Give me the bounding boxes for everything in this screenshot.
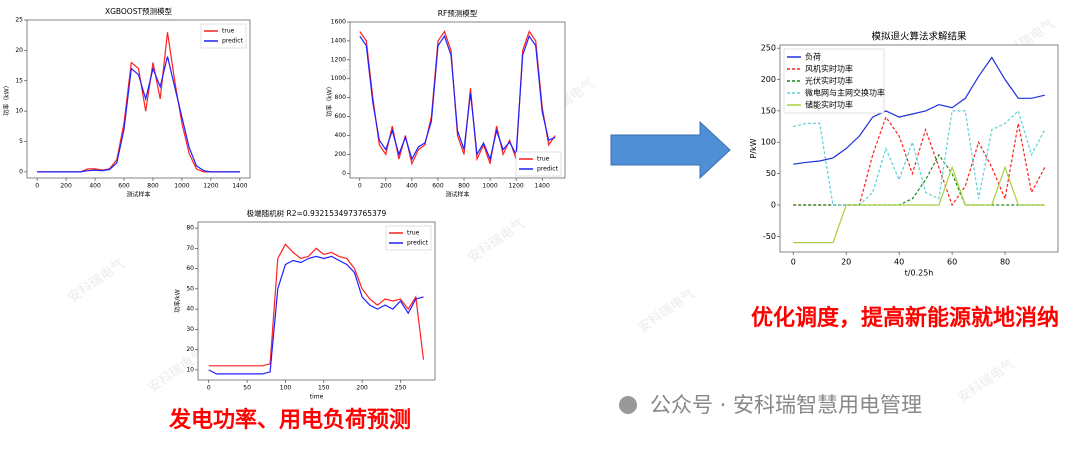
x-tick-label: 1000 bbox=[174, 183, 189, 190]
y-tick-label: -50 bbox=[763, 232, 776, 241]
footer: 公众号 · 安科瑞智慧用电管理 bbox=[650, 393, 922, 417]
legend-label: predict bbox=[222, 38, 244, 45]
legend-label: true bbox=[407, 230, 420, 237]
legend-label: predict bbox=[407, 240, 429, 247]
y-tick-label: 0 bbox=[19, 168, 23, 175]
x-tick-label: 600 bbox=[118, 183, 130, 190]
legend-box bbox=[385, 225, 432, 251]
y-tick-label: 0 bbox=[771, 200, 776, 209]
series-line bbox=[37, 56, 240, 173]
x-tick-label: 50 bbox=[243, 385, 251, 392]
x-tick-label: 400 bbox=[89, 183, 101, 190]
x-tick-label: 20 bbox=[841, 258, 851, 267]
y-tick-label: 5 bbox=[19, 138, 23, 145]
chart-title: XGBOOST预测模型 bbox=[105, 6, 173, 16]
y-tick-label: 100 bbox=[761, 138, 776, 147]
x-tick-label: 0 bbox=[358, 183, 362, 190]
y-tick-label: 70 bbox=[186, 245, 194, 252]
y-tick-label: 50 bbox=[186, 285, 194, 292]
legend-label: true bbox=[222, 28, 235, 35]
caption: 发电功率、用电负荷预测 bbox=[168, 407, 411, 432]
legend-label: 储能实时功率 bbox=[805, 100, 853, 110]
x-axis-label: time bbox=[310, 394, 324, 401]
y-axis-label: 功率（kW） bbox=[3, 82, 11, 115]
legend-label: 光伏实时功率 bbox=[805, 76, 853, 86]
x-tick-label: 200 bbox=[60, 183, 72, 190]
y-axis-label: 功率（kW） bbox=[326, 83, 334, 116]
x-tick-label: 100 bbox=[280, 385, 292, 392]
series-line bbox=[793, 165, 1045, 244]
y-axis-label: 功率/kW bbox=[174, 289, 182, 312]
series-line bbox=[359, 30, 556, 166]
y-tick-label: 40 bbox=[186, 306, 194, 313]
legend-label: 风机实时功率 bbox=[805, 64, 853, 74]
y-tick-label: 600 bbox=[335, 113, 347, 120]
y-tick-label: 10 bbox=[186, 366, 194, 373]
x-tick-label: 800 bbox=[458, 183, 470, 190]
y-tick-label: 60 bbox=[186, 265, 194, 272]
y-tick-label: 80 bbox=[186, 225, 194, 232]
legend-label: true bbox=[537, 156, 550, 163]
y-tick-label: 1000 bbox=[331, 75, 346, 82]
y-tick-label: 30 bbox=[186, 326, 194, 333]
y-tick-label: 800 bbox=[335, 94, 347, 101]
x-axis-label: 测试样本 bbox=[445, 191, 469, 199]
y-tick-label: 1200 bbox=[331, 56, 346, 63]
y-tick-label: 1600 bbox=[331, 19, 346, 26]
x-tick-label: 1400 bbox=[535, 183, 550, 190]
series-line bbox=[359, 34, 556, 162]
legend-box bbox=[515, 151, 562, 177]
legend-box bbox=[200, 23, 247, 49]
x-tick-label: 1200 bbox=[203, 183, 218, 190]
x-tick-label: 400 bbox=[406, 183, 418, 190]
series-line bbox=[208, 243, 425, 367]
x-axis-label: 测试样本 bbox=[126, 191, 150, 199]
y-tick-label: 200 bbox=[761, 75, 776, 84]
arrow bbox=[610, 120, 731, 180]
x-tick-label: 1000 bbox=[482, 183, 497, 190]
x-tick-label: 250 bbox=[395, 385, 407, 392]
y-axis-label: P/kW bbox=[749, 138, 758, 158]
x-tick-label: 0 bbox=[207, 385, 211, 392]
x-tick-label: 80 bbox=[1000, 258, 1010, 267]
y-tick-label: 20 bbox=[186, 346, 194, 353]
chart-title: RF预测模型 bbox=[438, 8, 478, 18]
legend-label: 负荷 bbox=[805, 52, 821, 62]
y-tick-label: 10 bbox=[15, 108, 23, 115]
chart-title: 极端随机树 R2=0.9321534973765379 bbox=[247, 208, 387, 218]
x-tick-label: 0 bbox=[791, 258, 796, 267]
series-line bbox=[793, 56, 1045, 165]
series-line bbox=[793, 109, 1046, 206]
x-tick-label: 200 bbox=[356, 385, 368, 392]
legend-label: predict bbox=[537, 166, 559, 173]
x-tick-label: 60 bbox=[947, 258, 957, 267]
series-line bbox=[208, 255, 424, 375]
legend-box bbox=[783, 48, 885, 114]
y-tick-label: 150 bbox=[761, 106, 776, 115]
y-tick-label: 200 bbox=[335, 151, 347, 158]
y-tick-label: 50 bbox=[766, 169, 776, 178]
x-tick-label: 40 bbox=[894, 258, 904, 267]
x-tick-label: 800 bbox=[147, 183, 159, 190]
x-tick-label: 200 bbox=[380, 183, 392, 190]
y-tick-label: 20 bbox=[15, 47, 23, 54]
x-tick-label: 150 bbox=[318, 385, 330, 392]
y-tick-label: 15 bbox=[15, 77, 23, 84]
x-tick-label: 1200 bbox=[508, 183, 523, 190]
y-tick-label: 250 bbox=[761, 44, 776, 53]
caption: 优化调度，提高新能源就地消纳 bbox=[751, 305, 1059, 330]
x-axis-label: t/0.25h bbox=[905, 269, 934, 278]
legend-label: 微电网与主网交换功率 bbox=[805, 88, 885, 98]
x-tick-label: 600 bbox=[432, 183, 444, 190]
y-tick-label: 400 bbox=[335, 132, 347, 139]
y-tick-label: 25 bbox=[15, 17, 23, 24]
x-tick-label: 1400 bbox=[232, 183, 247, 190]
x-tick-label: 0 bbox=[35, 183, 39, 190]
chart-title: 模拟退火算法求解结果 bbox=[871, 31, 967, 43]
y-tick-label: 0 bbox=[342, 170, 346, 177]
wechat-icon bbox=[619, 396, 637, 414]
y-tick-label: 1400 bbox=[331, 37, 346, 44]
